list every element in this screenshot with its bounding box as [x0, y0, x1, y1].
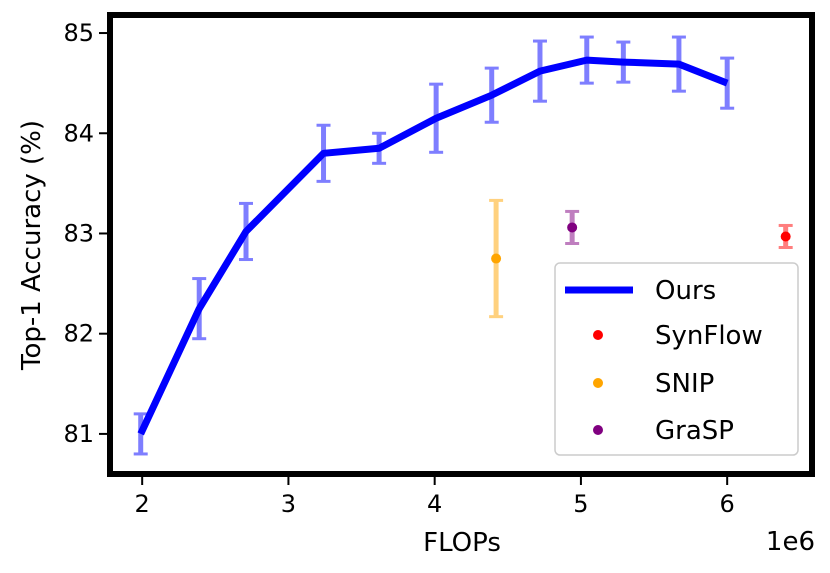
plot-frame: [107, 12, 815, 477]
legend-label-grasp: GraSP: [655, 416, 734, 446]
legend-swatch-synflow: [593, 330, 603, 340]
y-tick-label: 85: [63, 19, 94, 47]
y-tick-label: 84: [63, 119, 94, 147]
data-point-synflow: [780, 231, 791, 242]
legend-swatch-snip: [593, 378, 603, 388]
x-tick-label: 6: [720, 490, 735, 518]
x-axis-offset-label: 1e6: [766, 527, 815, 557]
x-axis-label: FLOPs: [423, 528, 501, 558]
x-tick-label: 4: [427, 490, 442, 518]
legend-label-synflow: SynFlow: [655, 321, 763, 351]
legend-box: [554, 262, 799, 456]
legend-swatch-grasp: [593, 425, 603, 435]
legend-label-ours: Ours: [655, 276, 716, 306]
legend-label-snip: SNIP: [655, 369, 714, 399]
y-tick-label: 82: [63, 320, 94, 348]
y-tick-label: 83: [63, 219, 94, 247]
x-tick-label: 2: [135, 490, 150, 518]
y-tick-label: 81: [63, 420, 94, 448]
axes: 2 3 4 5 6 81 82 83 84 85: [63, 12, 815, 518]
plot-area: [133, 35, 793, 456]
data-point-grasp: [567, 222, 578, 233]
series-line-ours: [137, 56, 729, 436]
x-tick-label: 3: [281, 490, 296, 518]
data-point-snip: [491, 253, 502, 264]
y-axis-label: Top-1 Accuracy (%): [17, 120, 47, 371]
legend: Ours SynFlow SNIP GraSP: [554, 262, 799, 456]
x-tick-label: 5: [573, 490, 588, 518]
